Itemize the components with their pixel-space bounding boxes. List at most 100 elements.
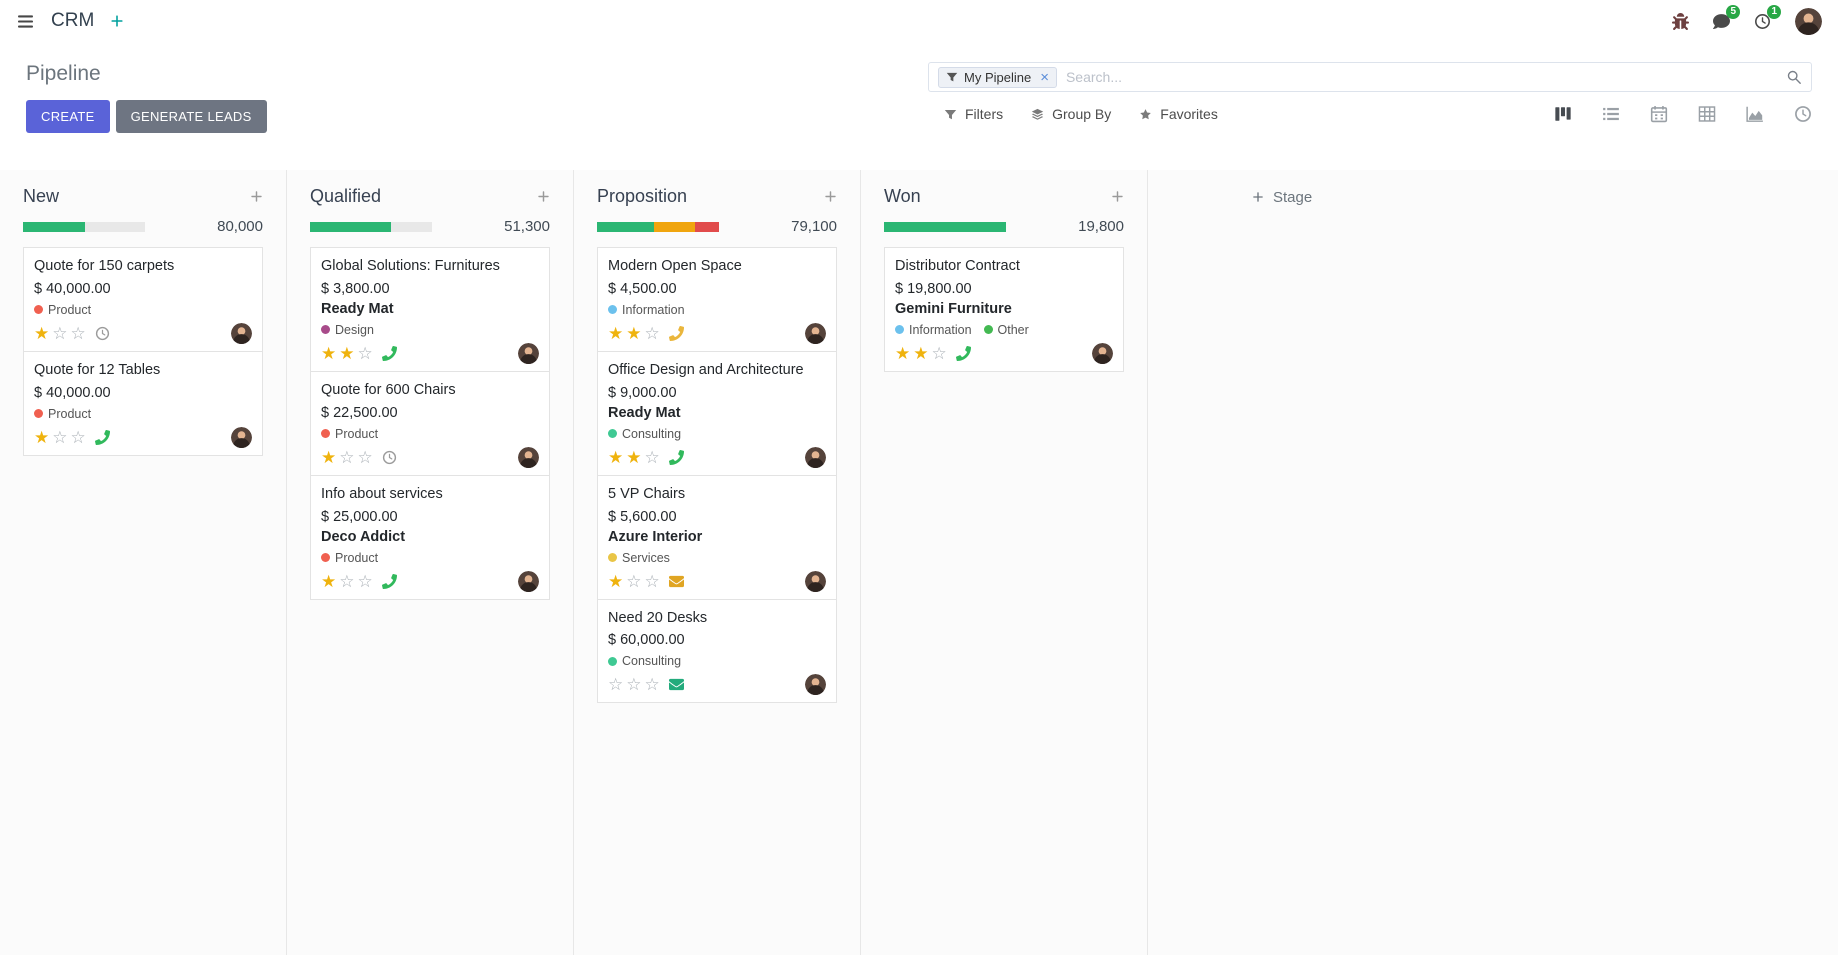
group-by-button[interactable]: Group By bbox=[1031, 106, 1111, 122]
column-progressbar[interactable] bbox=[884, 221, 1006, 232]
star-icon[interactable]: ★ bbox=[321, 343, 337, 363]
activity-mail-icon[interactable] bbox=[668, 677, 684, 692]
column-progressbar[interactable] bbox=[310, 221, 432, 232]
activity-phone-icon[interactable] bbox=[94, 429, 110, 445]
star-icon[interactable]: ☆ bbox=[644, 323, 660, 343]
star-icon[interactable]: ★ bbox=[895, 343, 911, 363]
star-icon[interactable]: ☆ bbox=[357, 343, 373, 363]
star-icon[interactable]: ☆ bbox=[626, 571, 642, 591]
kanban-card[interactable]: Quote for 600 Chairs $ 22,500.00 Product ★ ☆… bbox=[310, 370, 550, 476]
activity-mail-icon[interactable] bbox=[668, 574, 684, 589]
column-progressbar[interactable] bbox=[597, 221, 719, 232]
user-avatar[interactable] bbox=[1795, 7, 1822, 35]
star-icon[interactable]: ☆ bbox=[626, 675, 642, 695]
tag-label: Consulting bbox=[622, 426, 682, 441]
salesperson-avatar[interactable] bbox=[1092, 342, 1113, 364]
salesperson-avatar[interactable] bbox=[518, 342, 539, 364]
filters-button[interactable]: Filters bbox=[944, 106, 1003, 122]
column-quick-create-icon[interactable] bbox=[250, 190, 263, 203]
salesperson-avatar[interactable] bbox=[518, 570, 539, 592]
star-icon[interactable]: ★ bbox=[321, 447, 337, 467]
column-expected-revenue: 51,300 bbox=[504, 218, 550, 235]
salesperson-avatar[interactable] bbox=[231, 322, 252, 344]
column-header: New bbox=[23, 186, 263, 207]
pivot-view-icon[interactable] bbox=[1698, 105, 1716, 123]
star-icon[interactable]: ☆ bbox=[357, 571, 373, 591]
activities-button[interactable]: 1 bbox=[1754, 4, 1781, 30]
card-bottom-left: ☆ ☆ ☆ bbox=[608, 676, 684, 693]
card-bottom-left: ★ ☆ ☆ bbox=[321, 573, 397, 590]
apps-menu-icon[interactable] bbox=[16, 14, 35, 29]
column-quick-create-icon[interactable] bbox=[824, 190, 837, 203]
nav-plus-icon[interactable] bbox=[110, 14, 124, 28]
star-icon[interactable]: ☆ bbox=[339, 571, 355, 591]
kanban-view-icon[interactable] bbox=[1554, 105, 1572, 123]
salesperson-avatar[interactable] bbox=[805, 570, 826, 592]
activity-phone-icon[interactable] bbox=[381, 573, 397, 589]
column-progressbar[interactable] bbox=[23, 221, 145, 232]
kanban-card[interactable]: Need 20 Desks $ 60,000.00 Consulting ☆ ☆ ☆ bbox=[597, 598, 837, 704]
activity-view-icon[interactable] bbox=[1794, 105, 1812, 123]
card-expected-revenue: $ 9,000.00 bbox=[608, 384, 677, 401]
kanban-card[interactable]: 5 VP Chairs $ 5,600.00 Azure Interior Servi… bbox=[597, 474, 837, 600]
column-quick-create-icon[interactable] bbox=[1111, 190, 1124, 203]
activity-phone-icon[interactable] bbox=[955, 345, 971, 361]
search-icon[interactable] bbox=[1786, 69, 1802, 85]
create-button[interactable]: CREATE bbox=[26, 100, 110, 133]
add-stage-button[interactable]: Stage bbox=[1148, 170, 1312, 955]
star-icon[interactable]: ★ bbox=[321, 571, 337, 591]
activity-clock-icon[interactable] bbox=[382, 450, 397, 465]
salesperson-avatar[interactable] bbox=[805, 446, 826, 468]
star-icon[interactable]: ☆ bbox=[608, 675, 624, 695]
search-input[interactable] bbox=[1065, 69, 1777, 85]
salesperson-avatar[interactable] bbox=[518, 446, 539, 468]
star-icon[interactable]: ☆ bbox=[644, 447, 660, 467]
kanban-card[interactable]: Global Solutions: Furnitures $ 3,800.00 Re… bbox=[310, 247, 550, 372]
graph-view-icon[interactable] bbox=[1746, 105, 1764, 123]
star-icon[interactable]: ☆ bbox=[70, 323, 86, 343]
list-view-icon[interactable] bbox=[1602, 105, 1620, 123]
activities-badge: 1 bbox=[1767, 4, 1781, 19]
generate-leads-button[interactable]: GENERATE LEADS bbox=[115, 100, 267, 133]
favorites-button[interactable]: Favorites bbox=[1139, 106, 1218, 122]
star-icon[interactable]: ★ bbox=[626, 323, 642, 343]
kanban-card[interactable]: Distributor Contract $ 19,800.00 Gemini Fu… bbox=[884, 247, 1124, 372]
star-icon[interactable]: ★ bbox=[608, 323, 624, 343]
kanban-card[interactable]: Modern Open Space $ 4,500.00 Information ★ ★… bbox=[597, 247, 837, 352]
star-icon[interactable]: ☆ bbox=[52, 427, 68, 447]
kanban-card[interactable]: Office Design and Architecture $ 9,000.00… bbox=[597, 350, 837, 476]
activity-phone-icon[interactable] bbox=[381, 345, 397, 361]
star-icon[interactable]: ★ bbox=[608, 571, 624, 591]
calendar-view-icon[interactable] bbox=[1650, 105, 1668, 123]
star-icon[interactable]: ★ bbox=[34, 323, 50, 343]
star-icon[interactable]: ★ bbox=[339, 343, 355, 363]
priority-stars: ☆ ☆ ☆ bbox=[608, 676, 660, 693]
kanban-card[interactable]: Quote for 150 carpets $ 40,000.00 Product ★… bbox=[23, 247, 263, 352]
star-icon[interactable]: ★ bbox=[34, 427, 50, 447]
activity-clock-icon[interactable] bbox=[95, 326, 110, 341]
star-icon[interactable]: ★ bbox=[608, 447, 624, 467]
star-icon[interactable]: ☆ bbox=[52, 323, 68, 343]
kanban-column-proposition: Proposition 79,100 Modern Open Space $ 4,50… bbox=[574, 170, 861, 955]
messages-button[interactable]: 5 bbox=[1713, 4, 1740, 30]
star-icon[interactable]: ★ bbox=[626, 447, 642, 467]
kanban-card[interactable]: Info about services $ 25,000.00 Deco Addic… bbox=[310, 474, 550, 600]
facet-remove-icon[interactable]: × bbox=[1040, 68, 1049, 86]
salesperson-avatar[interactable] bbox=[805, 674, 826, 696]
star-icon[interactable]: ☆ bbox=[931, 343, 947, 363]
star-icon[interactable]: ☆ bbox=[644, 675, 660, 695]
activity-phone-icon[interactable] bbox=[668, 325, 684, 341]
star-icon[interactable]: ☆ bbox=[357, 447, 373, 467]
salesperson-avatar[interactable] bbox=[805, 322, 826, 344]
activity-phone-icon[interactable] bbox=[668, 449, 684, 465]
salesperson-avatar[interactable] bbox=[231, 426, 252, 448]
star-icon[interactable]: ☆ bbox=[70, 427, 86, 447]
tag-color-dot bbox=[321, 429, 330, 439]
star-icon[interactable]: ☆ bbox=[644, 571, 660, 591]
star-icon[interactable]: ★ bbox=[913, 343, 929, 363]
app-name[interactable]: CRM bbox=[51, 10, 95, 31]
kanban-card[interactable]: Quote for 12 Tables $ 40,000.00 Product ★ ☆ ☆ bbox=[23, 350, 263, 456]
star-icon[interactable]: ☆ bbox=[339, 447, 355, 467]
debug-icon[interactable] bbox=[1672, 12, 1689, 30]
column-quick-create-icon[interactable] bbox=[537, 190, 550, 203]
